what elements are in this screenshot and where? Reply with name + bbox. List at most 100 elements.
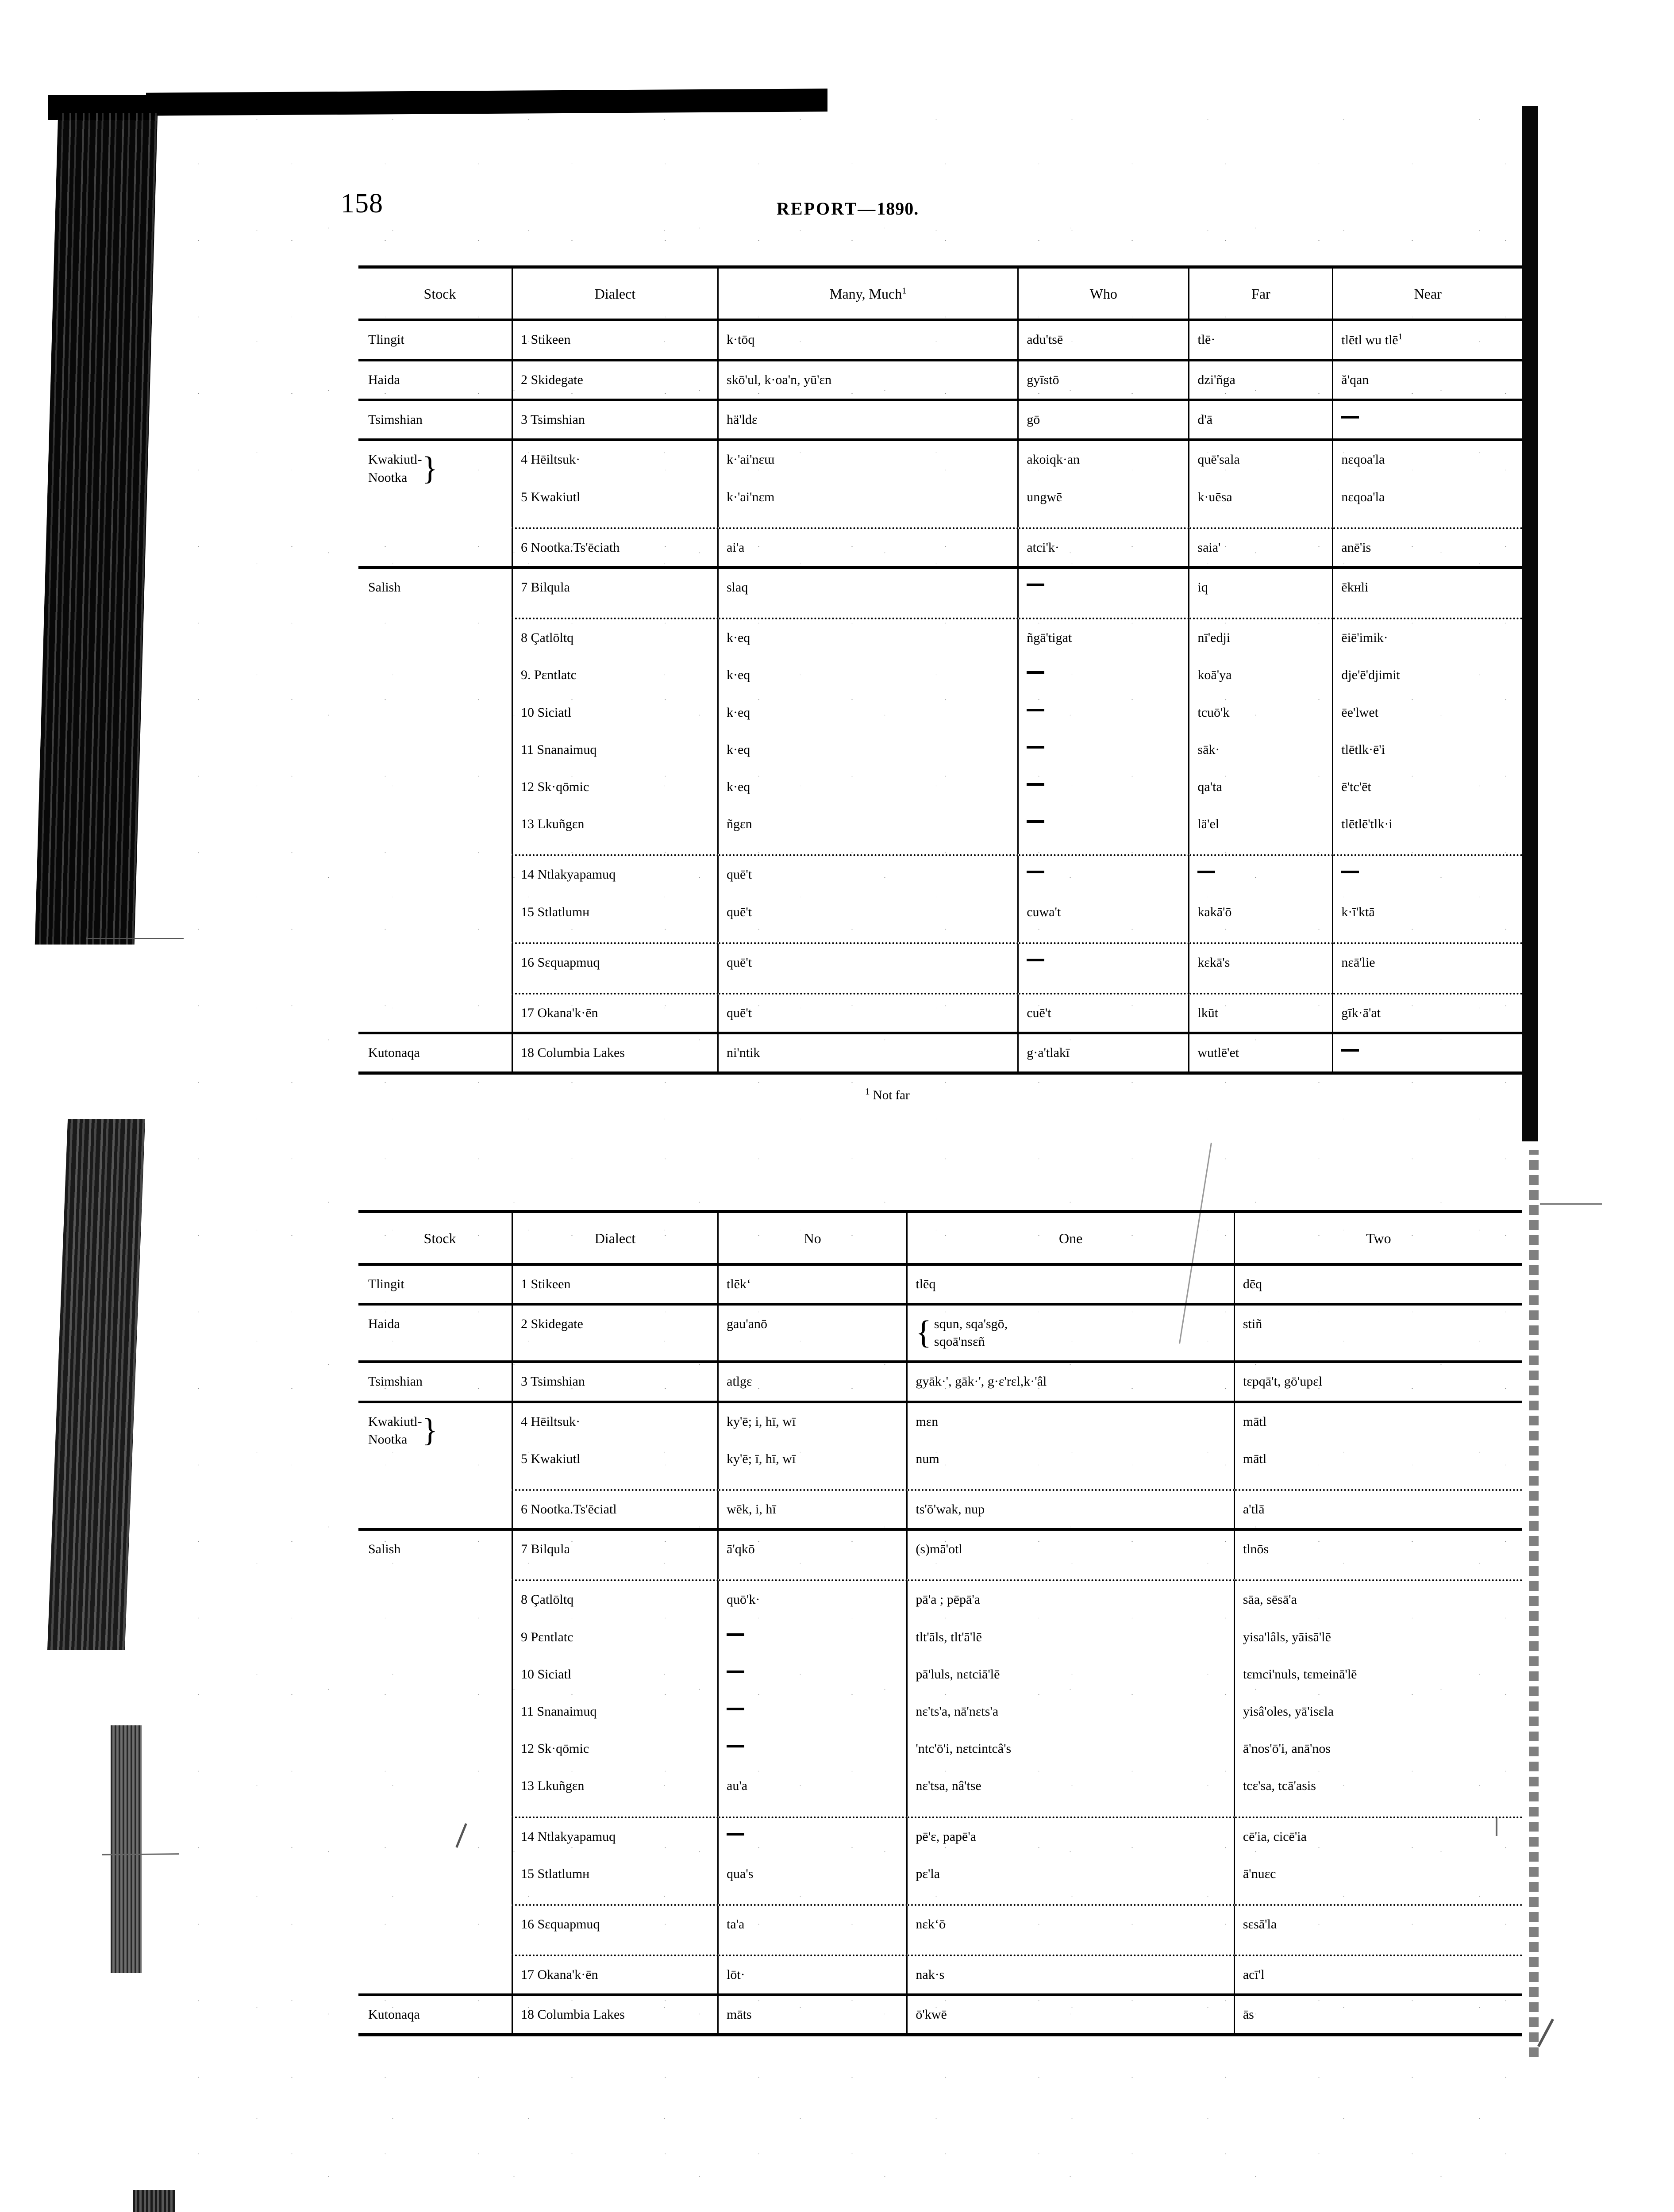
- row-spacer-cell: [1234, 1805, 1522, 1817]
- row-spacer-cell: [1333, 931, 1522, 943]
- stock-cell: [358, 618, 513, 843]
- row-spacer-cell: [1189, 606, 1334, 619]
- stock-cell: [358, 855, 513, 931]
- table-row: 17 Okana'k·ēn lōt· nak·s acī'l: [358, 1955, 1522, 1995]
- row-spacer-cell: [1189, 515, 1334, 528]
- value-cell-near: dje'ē'djimit: [1341, 668, 1400, 683]
- value-cell-two: yisâ'oles, yā'isɛla: [1243, 1704, 1334, 1719]
- column-header-two: Two: [1234, 1211, 1522, 1266]
- table-row: 15 Stlatlumʜ qua's pɛ'la ā'nuɛc: [358, 1855, 1522, 1893]
- table-row: 8 Çatlōltq k·eq ñgā'tigat nī'edji ēiē'imik·: [358, 618, 1522, 843]
- value-cell-many: k·'ai'nɛɯ: [718, 438, 1019, 479]
- value-cell-many: ai'a: [718, 527, 1019, 568]
- stock-label: Tsimshian: [368, 1374, 423, 1389]
- stock-cell: [358, 943, 513, 981]
- row-spacer: [358, 843, 1522, 856]
- table-1-header-row-group: Stock Dialect Many, Much1 Who Far Near: [358, 267, 1522, 321]
- dialect-cell: 3 Tsimshian: [512, 1360, 719, 1402]
- stock-label: Haida: [368, 1317, 400, 1332]
- value-cell-one: num: [907, 1440, 1235, 1478]
- table-row: 6 Nootka.Ts'ēciath ai'a atci'k· saia' anē'is: [358, 527, 1522, 568]
- value-cell-no: tlēk‘: [718, 1263, 908, 1305]
- row-spacer-cell: [1189, 843, 1334, 856]
- row-spacer-cell: [512, 1568, 719, 1581]
- row-spacer-cell: [718, 606, 1019, 619]
- dialect-cell: 10 Siciatl: [512, 694, 719, 731]
- stock-cell: Haida: [358, 359, 513, 400]
- row-spacer-cell: [358, 981, 513, 994]
- value-cell-one: nɛk‘ō: [907, 1904, 1235, 1943]
- value-cell-far: tcuō'k: [1189, 694, 1334, 731]
- dialect-cell: 14 Ntlakyapamuq: [512, 1816, 719, 1855]
- value-cell-far: quē'sala: [1189, 438, 1334, 479]
- dialect-cell: 14 Ntlakyapamuq: [512, 854, 719, 894]
- value-cell-far: [1189, 854, 1334, 894]
- value-cell-far: saia': [1189, 527, 1334, 568]
- row-spacer-cell: [718, 1478, 908, 1490]
- empty-dash: [1027, 783, 1045, 786]
- value-cell-who: adu'tsē: [1018, 318, 1190, 361]
- table-row: 14 Ntlakyapamuq quē't: [358, 854, 1522, 931]
- value-cell-two: dēq: [1234, 1263, 1522, 1305]
- value-cell-one: (s)mā'otl: [907, 1528, 1235, 1568]
- table-row: 13 Lkuñgɛn au'a nɛ'tsa, nâ'tse tcɛ'sa, tcā'…: [358, 1767, 1522, 1805]
- row-spacer-cell: [512, 843, 719, 856]
- row-spacer-cell: [512, 981, 719, 994]
- value-cell-who: cuē't: [1018, 992, 1190, 1033]
- table-row: 8 Çatlōltq quō'k· pā'a ; pēpā'a sāa, sēsā'a: [358, 1579, 1522, 1805]
- stock-label: Haida: [368, 373, 400, 388]
- empty-dash: [1027, 745, 1045, 749]
- row-spacer-cell: [1018, 515, 1190, 528]
- table-row: 12 Sk·qōmic 'ntc'ō'i, nɛtcintcâ's ā'nos'ō'…: [358, 1730, 1522, 1768]
- value-cell-two: sāa, sēsā'a: [1234, 1579, 1522, 1619]
- row-spacer-cell: [718, 1805, 908, 1817]
- value-cell-far: koā'ya: [1189, 657, 1334, 694]
- value-cell-who: [1018, 566, 1190, 607]
- value-cell-many: quē't: [718, 893, 1019, 931]
- row-spacer-cell: [1018, 843, 1190, 856]
- scan-artifact-stray-mark-7: [1537, 2018, 1555, 2047]
- row-spacer-cell: [907, 1568, 1235, 1581]
- value-cell-one: pɛ'la: [907, 1855, 1235, 1893]
- value-cell-far: kakā'ō: [1189, 893, 1334, 931]
- table-1-header-row: Stock Dialect Many, Much1 Who Far Near: [358, 267, 1522, 321]
- stock-label: Tlingit: [368, 1276, 404, 1291]
- value-cell-one: pā'a ; pēpā'a: [907, 1579, 1235, 1619]
- stock-label: Tsimshian: [368, 412, 423, 427]
- dialect-cell: 5 Kwakiutl: [512, 1440, 719, 1478]
- row-spacer-cell: [907, 1892, 1235, 1905]
- row-spacer: [358, 1892, 1522, 1905]
- row-spacer-cell: [512, 1943, 719, 1956]
- row-spacer: [358, 1943, 1522, 1956]
- table-row: Haida 2 Skidegate gau'anō{squn, sqa'sgō, sq…: [358, 1303, 1522, 1362]
- value-cell-near: nɛā'lie: [1332, 942, 1522, 981]
- value-cell-two: tɛpqā't, gō'upɛl: [1234, 1360, 1522, 1402]
- column-header-many-much: Many, Much1: [718, 267, 1019, 321]
- row-spacer-cell: [907, 1478, 1235, 1490]
- value-cell-many: k·eq: [718, 657, 1019, 694]
- column-header-far: Far: [1189, 267, 1334, 321]
- table-row: Haida 2 Skidegate skō'ul, k·oa'n, yū'ɛn gyī…: [358, 359, 1522, 400]
- value-cell-near: tlētlk·ē'i: [1341, 742, 1385, 757]
- column-header-near: Near: [1332, 267, 1522, 321]
- stock-cell: [358, 1580, 513, 1805]
- footnote-text: Not far: [873, 1088, 910, 1102]
- dialect-cell: 16 Sɛquapmuq: [512, 1904, 719, 1943]
- table-2-header-row: Stock Dialect No One Two: [358, 1211, 1522, 1266]
- column-header-footnote-marker: 1: [902, 286, 907, 296]
- row-spacer: [358, 1805, 1522, 1817]
- value-cell-many: hä'ldɛ: [718, 399, 1019, 440]
- table-row: Kwakiutl- Nootka} 4 Hēiltsuk· ky'ē; i, hī, …: [358, 1400, 1522, 1478]
- row-spacer: [358, 1568, 1522, 1581]
- row-spacer-cell: [512, 930, 719, 943]
- row-spacer-cell: [718, 1943, 908, 1956]
- row-spacer-cell: [1333, 981, 1522, 994]
- empty-dash: [727, 1745, 744, 1748]
- row-spacer-cell: [718, 981, 1019, 994]
- row-spacer-cell: [1018, 930, 1190, 943]
- row-spacer-cell: [718, 1568, 908, 1581]
- value-cell-no: ā'qkō: [718, 1528, 908, 1568]
- value-cell-near: ēiē'imik·: [1332, 618, 1522, 657]
- stock-cell: [358, 1905, 513, 1943]
- value-cell-one: nɛ'tsa, nâ'tse: [907, 1767, 1235, 1805]
